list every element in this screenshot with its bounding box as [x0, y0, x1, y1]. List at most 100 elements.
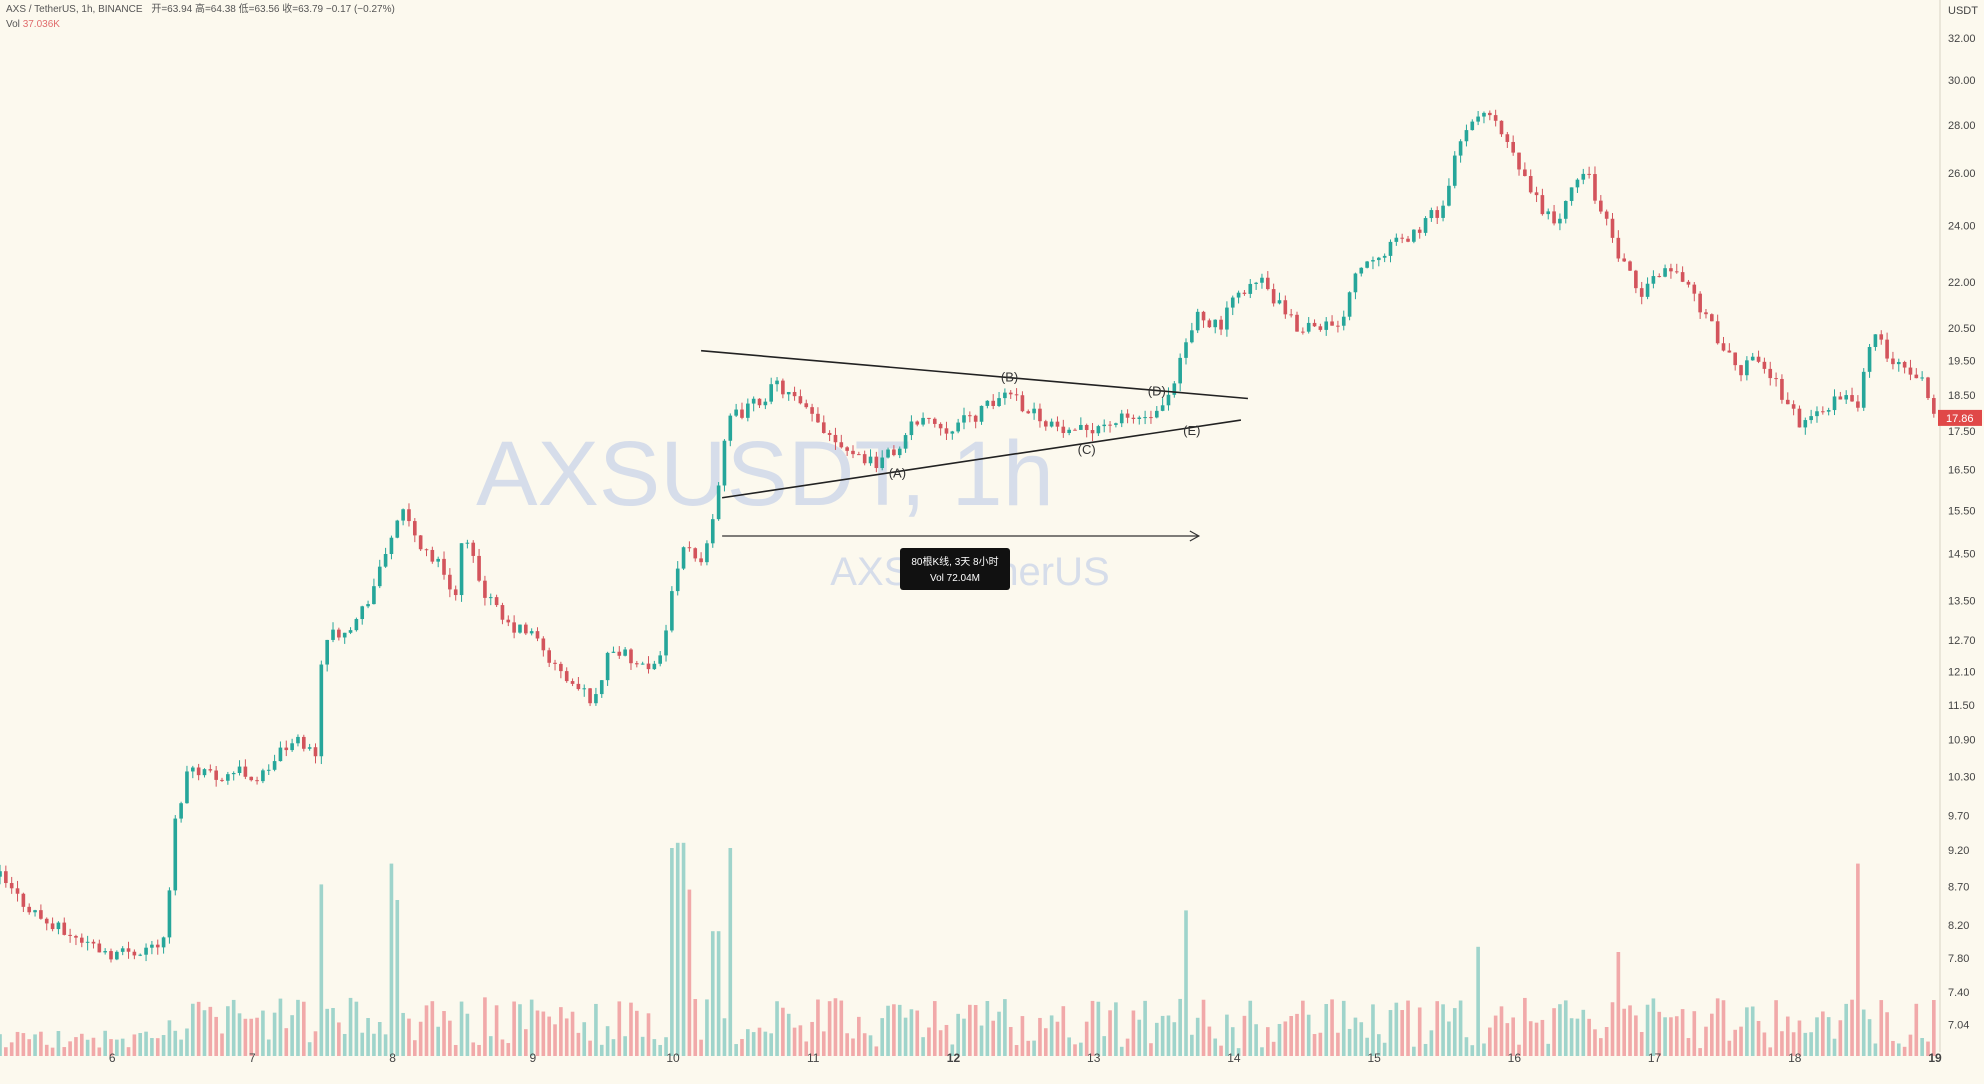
- candle: [1750, 352, 1755, 361]
- volume-bar: [190, 1003, 195, 1056]
- candle: [500, 602, 505, 625]
- candle: [1534, 186, 1539, 203]
- wave-label[interactable]: (A): [889, 465, 906, 480]
- volume-bar: [1821, 1011, 1825, 1056]
- drawing-annotations[interactable]: (A) (B) (C) (D) (E) 80根K线, 3天 8小时 Vol 72.04M: [701, 349, 1249, 590]
- volume-bar: [1114, 1002, 1118, 1056]
- candle: [886, 447, 890, 459]
- candle: [1382, 253, 1387, 263]
- candle: [407, 503, 411, 527]
- volume-bar: [1493, 1015, 1498, 1056]
- volume-bar: [506, 1043, 511, 1056]
- x-tick-label: 16: [1508, 1051, 1522, 1065]
- volume-bar: [1861, 1009, 1866, 1056]
- candle: [1563, 200, 1568, 224]
- y-tick-label: 18.50: [1948, 390, 1976, 402]
- candle: [1447, 178, 1451, 207]
- candle: [1733, 352, 1738, 371]
- candle: [670, 586, 674, 633]
- candle: [617, 646, 622, 659]
- volume-label[interactable]: Vol: [6, 19, 20, 30]
- volume-bar: [652, 1039, 657, 1056]
- volume-bar: [1008, 1026, 1013, 1056]
- volume-bar: [880, 1018, 885, 1056]
- candle: [880, 450, 885, 471]
- volume-bar: [1838, 1020, 1843, 1056]
- candle: [307, 743, 312, 751]
- volume-bar: [1283, 1021, 1288, 1056]
- candle: [529, 628, 534, 636]
- volume-bar: [120, 1038, 125, 1056]
- volume-bar: [161, 1035, 166, 1056]
- volume-bar: [553, 1024, 557, 1056]
- wave-label[interactable]: (E): [1183, 423, 1200, 438]
- candle: [1639, 281, 1644, 305]
- candle: [968, 411, 972, 423]
- candle: [997, 392, 1001, 408]
- candle: [757, 398, 762, 408]
- candle: [1487, 110, 1492, 121]
- candle: [1236, 290, 1241, 304]
- candle: [126, 941, 131, 959]
- measure-box[interactable]: [900, 547, 1010, 590]
- volume-bar: [56, 1031, 61, 1056]
- candle: [430, 546, 435, 564]
- volume-bar: [1745, 1007, 1749, 1056]
- candle: [1493, 109, 1498, 127]
- volume-bar: [903, 1017, 908, 1056]
- volume-bar: [1236, 1048, 1241, 1056]
- volume-bar: [635, 1010, 639, 1056]
- candle: [1780, 374, 1784, 404]
- wave-label[interactable]: (B): [1001, 370, 1018, 385]
- volume-bar: [1774, 1000, 1778, 1056]
- volume-bar: [588, 1040, 592, 1056]
- candle: [1417, 226, 1422, 239]
- symbol-line[interactable]: AXS / TetherUS, 1h, BINANCE: [6, 4, 143, 15]
- volume-bar: [810, 1021, 814, 1056]
- volume-bar: [547, 1016, 551, 1056]
- volume-bar: [448, 1020, 452, 1056]
- candle: [635, 660, 639, 668]
- candle: [1932, 394, 1936, 418]
- candle: [1704, 308, 1708, 319]
- candle: [1353, 272, 1358, 300]
- volume-bar: [1149, 1043, 1153, 1056]
- candle: [383, 547, 388, 568]
- upper-trendline[interactable]: [701, 349, 1249, 400]
- candle: [1809, 409, 1813, 424]
- candle: [979, 405, 984, 425]
- volume-bar: [208, 1006, 213, 1056]
- candle: [1861, 368, 1866, 411]
- candle: [436, 556, 440, 568]
- volume-bar: [1090, 1000, 1095, 1056]
- volume-bar: [313, 1031, 318, 1056]
- volume-bar: [541, 1011, 546, 1056]
- volume-bar: [430, 1001, 435, 1056]
- candle: [4, 865, 8, 888]
- volume-bar: [751, 1032, 756, 1056]
- candle: [1844, 390, 1849, 404]
- candle: [33, 909, 37, 917]
- volume-bar: [985, 1001, 990, 1056]
- volume-bar: [337, 1022, 341, 1056]
- volume-bar: [827, 1001, 832, 1056]
- wave-label[interactable]: (C): [1078, 442, 1096, 457]
- volume-bar: [646, 1013, 651, 1056]
- candle: [1891, 351, 1895, 370]
- candle: [296, 734, 300, 747]
- candle: [272, 754, 277, 772]
- candle: [1838, 391, 1843, 400]
- volume-bar: [1324, 1004, 1329, 1056]
- volume-bar: [115, 1039, 119, 1056]
- lower-trendline[interactable]: [722, 419, 1242, 499]
- wave-label[interactable]: (D): [1148, 383, 1166, 398]
- y-tick-label: 28.00: [1948, 120, 1976, 132]
- volume-bar: [1856, 863, 1860, 1056]
- candle: [640, 661, 645, 665]
- volume-bar: [1733, 1029, 1738, 1056]
- volume-bar: [1318, 1032, 1323, 1056]
- y-tick-label: 22.00: [1948, 277, 1976, 289]
- volume-bar: [1137, 1019, 1142, 1056]
